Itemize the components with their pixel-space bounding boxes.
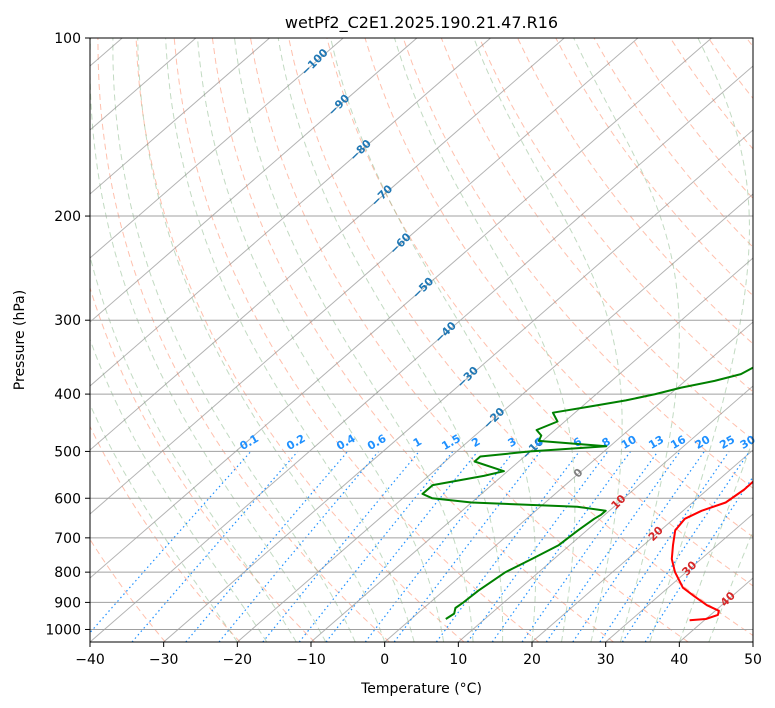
dewpoint-profile xyxy=(421,366,753,620)
profile-lines xyxy=(421,366,753,622)
isotherm-line xyxy=(90,38,270,195)
plot-frame xyxy=(89,37,754,643)
isotherm-line xyxy=(163,129,753,642)
isotherm-line xyxy=(90,38,565,451)
isotherm-line xyxy=(90,38,418,323)
moist-adiabat xyxy=(234,38,474,642)
plot-background xyxy=(90,38,753,642)
y-tick-label: 500 xyxy=(54,444,81,460)
moist-adiabat xyxy=(573,38,680,642)
x-tick-label: 20 xyxy=(523,652,541,668)
dry-adiabat xyxy=(173,38,540,642)
x-tick-label: −20 xyxy=(223,652,253,668)
isotherm-line xyxy=(531,449,753,642)
moist-adiabat xyxy=(137,38,386,642)
dry-adiabat xyxy=(90,425,241,642)
moist-adiabat xyxy=(649,38,750,642)
dry-adiabat xyxy=(135,38,465,642)
dry-adiabat xyxy=(250,38,689,642)
temperature-profile xyxy=(670,480,753,622)
dry-adiabat xyxy=(97,38,390,642)
mixing-ratio-line xyxy=(262,451,420,642)
moist-adiabat xyxy=(473,38,623,642)
y-tick-label: 400 xyxy=(54,387,81,403)
x-tick-label: 0 xyxy=(380,652,389,668)
moist-adiabat xyxy=(277,38,504,642)
x-tick-label: 10 xyxy=(449,652,467,668)
dry-adiabat xyxy=(90,286,316,642)
mixing-ratio-line xyxy=(393,451,541,642)
x-tick-label: 30 xyxy=(597,652,615,668)
x-tick-label: −10 xyxy=(296,652,326,668)
mixing-ratio-line xyxy=(491,451,632,642)
y-tick-label: 100 xyxy=(54,31,81,47)
isotherm-line xyxy=(90,38,712,579)
mixing-ratio-line xyxy=(621,451,750,642)
isotherm-line xyxy=(90,65,753,642)
moist-adiabat xyxy=(90,38,327,642)
x-tick-label: 50 xyxy=(744,652,762,668)
y-tick-label: 700 xyxy=(54,531,81,547)
moist-adiabat xyxy=(708,530,753,642)
mixing-ratio-line xyxy=(298,451,454,642)
isotherm-line xyxy=(752,641,753,642)
mixing-ratio-line xyxy=(572,451,705,642)
y-axis: 100 200 300 400 500 600 700 800 900 1000 xyxy=(45,31,90,638)
mixing-ratio-line xyxy=(325,451,479,642)
x-axis-title: Temperature (°C) xyxy=(360,681,482,697)
x-axis: −40 −30 −20 −10 0 10 20 30 40 50 xyxy=(75,642,762,668)
background-lines xyxy=(90,38,753,642)
y-tick-label: 300 xyxy=(54,313,81,329)
mixing-ratio-line xyxy=(90,450,252,634)
x-tick-label: −40 xyxy=(75,652,105,668)
isotherm-line xyxy=(237,193,753,642)
isotherm-line xyxy=(90,38,639,515)
dry-adiabat xyxy=(90,538,166,642)
dry-adiabat xyxy=(211,38,614,642)
isotherm-line xyxy=(605,513,753,642)
chart-title: wetPf2_C2E1.2025.190.21.47.R16 xyxy=(285,13,558,33)
y-axis-title: Pressure (hPa) xyxy=(12,290,28,390)
y-tick-label: 600 xyxy=(54,491,81,507)
isotherm-line xyxy=(310,257,753,642)
moist-adiabat xyxy=(90,338,268,642)
moist-adiabat xyxy=(330,38,537,642)
mixing-ratio-line xyxy=(545,451,681,642)
mixing-ratio-line xyxy=(644,475,753,642)
dry-adiabat xyxy=(326,38,753,587)
moist-adiabat xyxy=(394,38,576,642)
dry-adiabat xyxy=(364,38,753,538)
y-tick-label: 800 xyxy=(54,565,81,581)
moist-adiabat xyxy=(197,38,445,642)
y-tick-label: 1000 xyxy=(45,622,81,638)
moist-adiabat xyxy=(112,38,356,642)
mixing-ratio-line xyxy=(521,451,659,642)
y-tick-label: 200 xyxy=(54,209,81,225)
x-tick-label: 40 xyxy=(670,652,688,668)
y-tick-label: 900 xyxy=(54,595,81,611)
isotherm-line xyxy=(384,321,753,642)
dry-adiabat xyxy=(402,38,753,489)
x-tick-label: −30 xyxy=(149,652,179,668)
isotherm-line xyxy=(90,38,491,387)
moist-adiabat xyxy=(90,403,238,642)
moist-adiabat xyxy=(90,254,297,642)
moist-adiabat xyxy=(678,438,753,642)
mixing-ratio-line xyxy=(599,451,730,642)
isotherm-line xyxy=(458,385,753,642)
isotherm-line xyxy=(90,38,344,259)
